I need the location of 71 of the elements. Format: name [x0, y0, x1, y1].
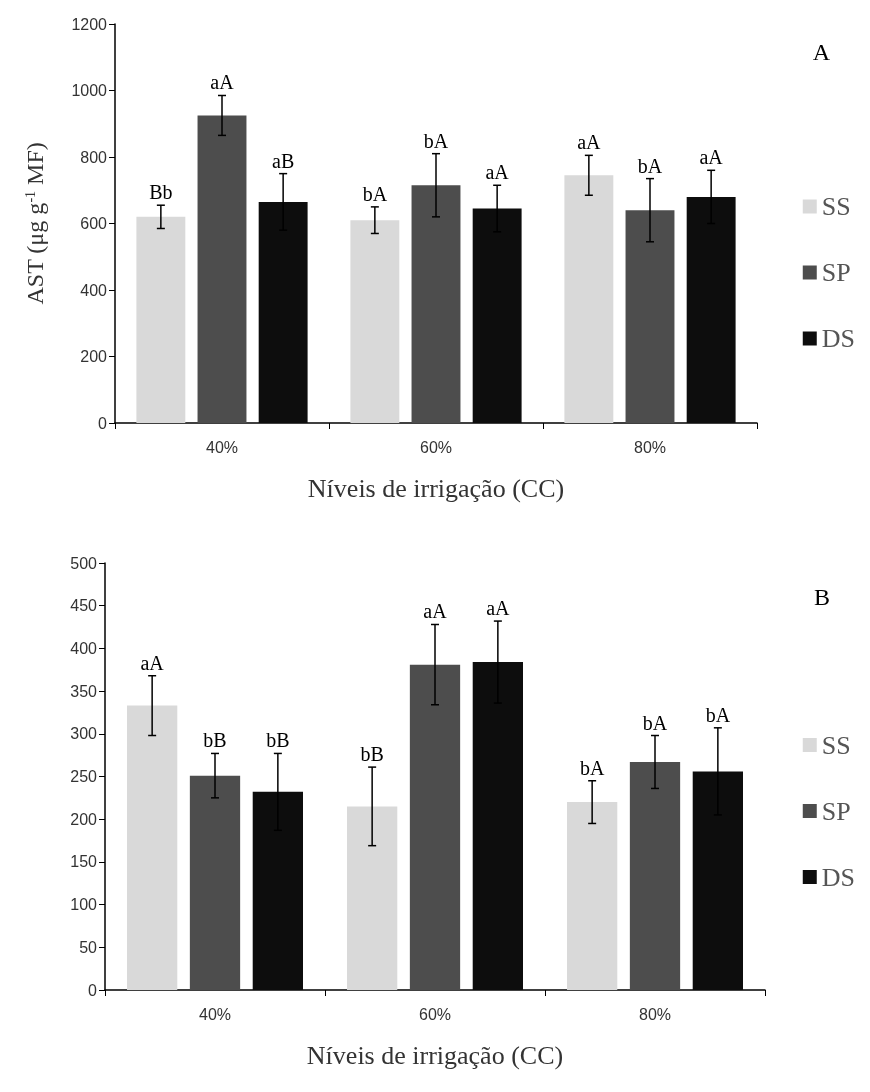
bar	[258, 201, 308, 423]
y-tick-label: 500	[70, 554, 98, 572]
bar	[252, 791, 303, 990]
data-label: aA	[423, 600, 448, 623]
y-axis-title: AST (μg g-1 MF)	[22, 142, 48, 305]
text: A	[812, 39, 831, 65]
data-label: aA	[577, 131, 602, 154]
y-tick-label: 150	[70, 853, 98, 871]
legend-label: SP	[821, 258, 851, 287]
bar	[472, 208, 522, 423]
data-label: aA	[699, 146, 724, 169]
data-label: bB	[266, 729, 290, 752]
bar	[411, 185, 461, 423]
bar	[472, 662, 523, 990]
data-label: bB	[203, 729, 227, 752]
y-tick-label: 50	[79, 938, 98, 956]
y-tick-label: 0	[98, 414, 108, 432]
bar	[625, 210, 675, 423]
y-tick-label: 350	[70, 682, 98, 700]
y-tick-label: 800	[80, 148, 108, 166]
data-label: aA	[485, 161, 510, 184]
legend-label: SS	[821, 730, 851, 760]
bar	[350, 220, 400, 423]
bar	[347, 806, 398, 990]
x-tick-label: 60%	[418, 1005, 452, 1023]
y-tick-label: 400	[80, 281, 108, 299]
data-label: bA	[579, 756, 605, 779]
bar	[136, 216, 186, 423]
y-tick-label: 450	[70, 597, 98, 615]
y-tick-label: 0	[88, 981, 98, 999]
x-axis-title: Níveis de irrigação (CC)	[306, 1040, 564, 1070]
x-tick-label: 40%	[205, 438, 239, 456]
data-label: bB	[360, 743, 384, 766]
y-tick-label: 250	[70, 768, 98, 785]
data-label: bA	[637, 154, 663, 177]
y-tick-label: 100	[70, 896, 98, 914]
bar	[686, 196, 736, 423]
legend-label: SS	[821, 192, 851, 221]
bar	[409, 664, 461, 990]
data-label: bA	[362, 182, 388, 205]
data-label: aA	[210, 71, 235, 94]
data-label: bA	[423, 129, 449, 152]
data-label: aA	[486, 597, 511, 620]
data-label: Bb	[149, 181, 173, 204]
bar	[692, 771, 743, 990]
data-label: bA	[705, 703, 731, 726]
y-tick-label: 200	[80, 348, 108, 365]
bar	[197, 115, 247, 423]
legend-label: DS	[821, 862, 856, 892]
x-axis-title: Níveis de irrigação (CC)	[307, 473, 565, 503]
bar	[629, 761, 681, 990]
bar	[127, 705, 178, 990]
x-tick-label: 80%	[633, 438, 667, 456]
bar	[564, 175, 614, 423]
legend-label: DS	[821, 324, 856, 353]
y-tick-label: 1200	[71, 15, 108, 33]
data-label: aA	[140, 651, 165, 674]
y-tick-label: 600	[80, 215, 108, 232]
text: B	[813, 584, 831, 610]
y-tick-label: 400	[70, 639, 98, 657]
y-tick-label: 200	[70, 810, 98, 828]
x-tick-label: 80%	[638, 1005, 672, 1023]
y-tick-label: 300	[70, 725, 98, 743]
legend-label: SP	[821, 796, 851, 826]
data-label: bA	[642, 711, 668, 734]
bar	[189, 775, 241, 990]
data-label: aB	[272, 149, 295, 172]
x-tick-label: 40%	[198, 1005, 232, 1023]
bar	[567, 802, 618, 990]
y-tick-label: 1000	[71, 82, 108, 99]
x-tick-label: 60%	[419, 438, 453, 456]
